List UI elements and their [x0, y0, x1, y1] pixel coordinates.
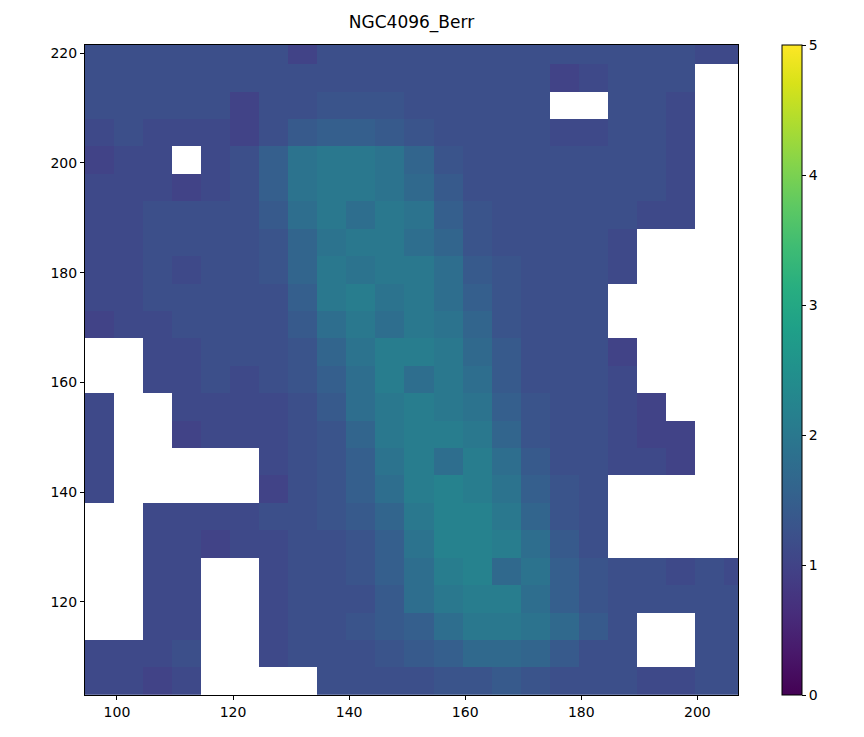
svg-text:100: 100	[104, 704, 131, 720]
svg-text:1: 1	[809, 557, 818, 573]
svg-text:5: 5	[809, 37, 818, 53]
svg-text:140: 140	[50, 484, 77, 500]
svg-text:4: 4	[809, 167, 818, 183]
svg-text:140: 140	[336, 704, 363, 720]
svg-text:180: 180	[568, 704, 595, 720]
svg-text:180: 180	[50, 265, 77, 281]
svg-text:120: 120	[50, 594, 77, 610]
svg-text:3: 3	[809, 297, 818, 313]
svg-text:120: 120	[220, 704, 247, 720]
svg-text:200: 200	[684, 704, 711, 720]
svg-text:0: 0	[809, 687, 818, 703]
svg-text:200: 200	[50, 155, 77, 171]
svg-text:160: 160	[452, 704, 479, 720]
svg-text:2: 2	[809, 427, 818, 443]
svg-text:160: 160	[50, 374, 77, 390]
svg-text:220: 220	[50, 45, 77, 61]
svg-text:NGC4096_Berr: NGC4096_Berr	[349, 12, 474, 33]
